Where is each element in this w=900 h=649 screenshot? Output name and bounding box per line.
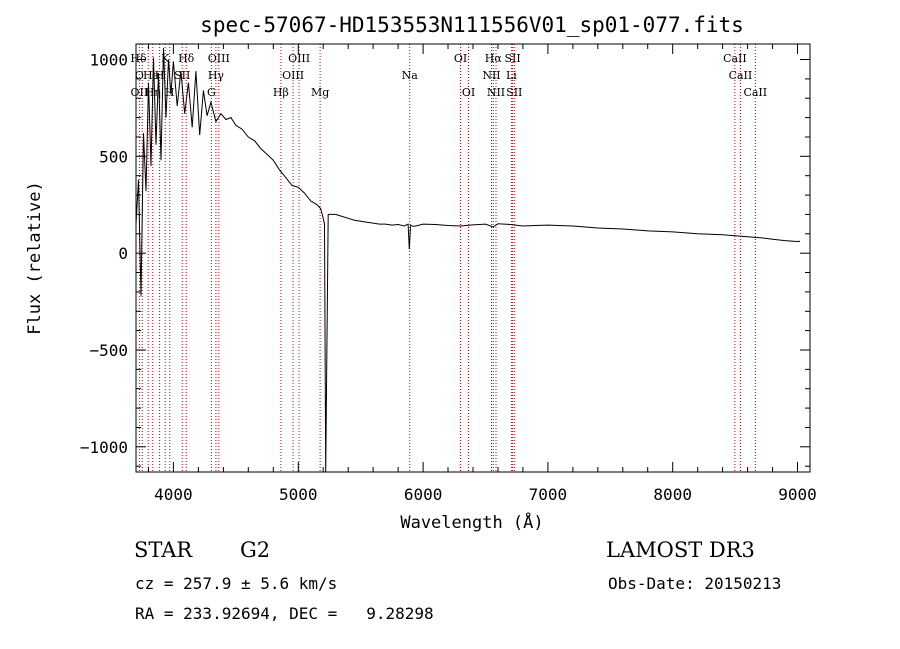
spectral-line-label-11: H [155, 69, 165, 82]
x-tick-label-1: 5000 [279, 485, 318, 504]
spectral-marker-lines [138, 44, 756, 472]
spectral-line-label-17: Li [506, 69, 517, 82]
y-axis-ticks: −1000 −500 0 500 1000 [80, 51, 810, 467]
plot-frame [135, 43, 811, 473]
spectral-line-label-5: OI [454, 52, 467, 65]
y-axis-label: Flux (relative) [25, 181, 45, 335]
spectral-line-label-16: NII [482, 69, 500, 82]
spectral-line-label-1: K [161, 52, 170, 65]
redshift-velocity: cz = 257.9 ± 5.6 km/s [135, 574, 338, 593]
spectral-line-label-19: OII [131, 86, 149, 99]
y-tick-label-1: −500 [89, 341, 128, 360]
spectral-line-label-2: Hδ [178, 52, 195, 65]
spectral-line-label-27: SII [506, 86, 522, 99]
spectral-line-label-23: Hβ [273, 86, 289, 99]
x-tick-label-5: 9000 [778, 485, 817, 504]
object-type: STAR [134, 538, 193, 562]
spectral-line-label-14: OIII [282, 69, 304, 82]
y-tick-label-4: 1000 [89, 51, 128, 70]
spectral-line-label-26: NII [487, 86, 505, 99]
spectral-line-label-4: OIII [288, 52, 310, 65]
x-tick-label-0: 4000 [154, 485, 193, 504]
observation-date: Obs-Date: 20150213 [608, 574, 782, 593]
x-tick-label-3: 7000 [529, 485, 568, 504]
chart-title: spec-57067-HD153553N111556V01_sp01-077.f… [200, 13, 744, 37]
spectral-line-label-3: OIII [208, 52, 230, 65]
spectral-line-label-21: H [165, 86, 175, 99]
spectral-line-label-6: Hα [485, 52, 503, 65]
y-tick-label-3: 500 [99, 147, 128, 166]
spectral-line-label-25: OI [462, 86, 475, 99]
spectrum-line [135, 47, 801, 473]
spectral-line-label-18: CaII [729, 69, 753, 82]
y-tick-label-0: −1000 [80, 438, 128, 457]
spectral-line-label-22: G [207, 86, 216, 99]
spectral-line-label-28: CaII [743, 86, 767, 99]
x-axis-ticks: 4000 5000 6000 7000 8000 9000 [148, 44, 817, 504]
spectral-line-label-7: SII [504, 52, 520, 65]
spectral-line-label-24: Mg [311, 86, 329, 99]
spectral-line-label-8: CaII [723, 52, 747, 65]
y-tick-label-2: 0 [118, 244, 128, 263]
coordinates: RA = 233.92694, DEC = 9.28298 [135, 604, 434, 623]
spectral-line-label-9: O [135, 69, 144, 82]
spectral-line-label-10: He [143, 69, 159, 82]
spectral-line-label-0: Hδ [130, 52, 147, 65]
x-tick-label-2: 6000 [404, 485, 443, 504]
x-tick-label-4: 8000 [653, 485, 692, 504]
object-subclass: G2 [240, 538, 271, 562]
survey-name: LAMOST DR3 [606, 538, 755, 562]
spectral-line-label-13: Hγ [208, 69, 225, 82]
x-axis-label: Wavelength (Å) [400, 511, 543, 533]
spectral-line-label-15: Na [402, 69, 419, 82]
spectral-line-label-12: SII [174, 69, 190, 82]
